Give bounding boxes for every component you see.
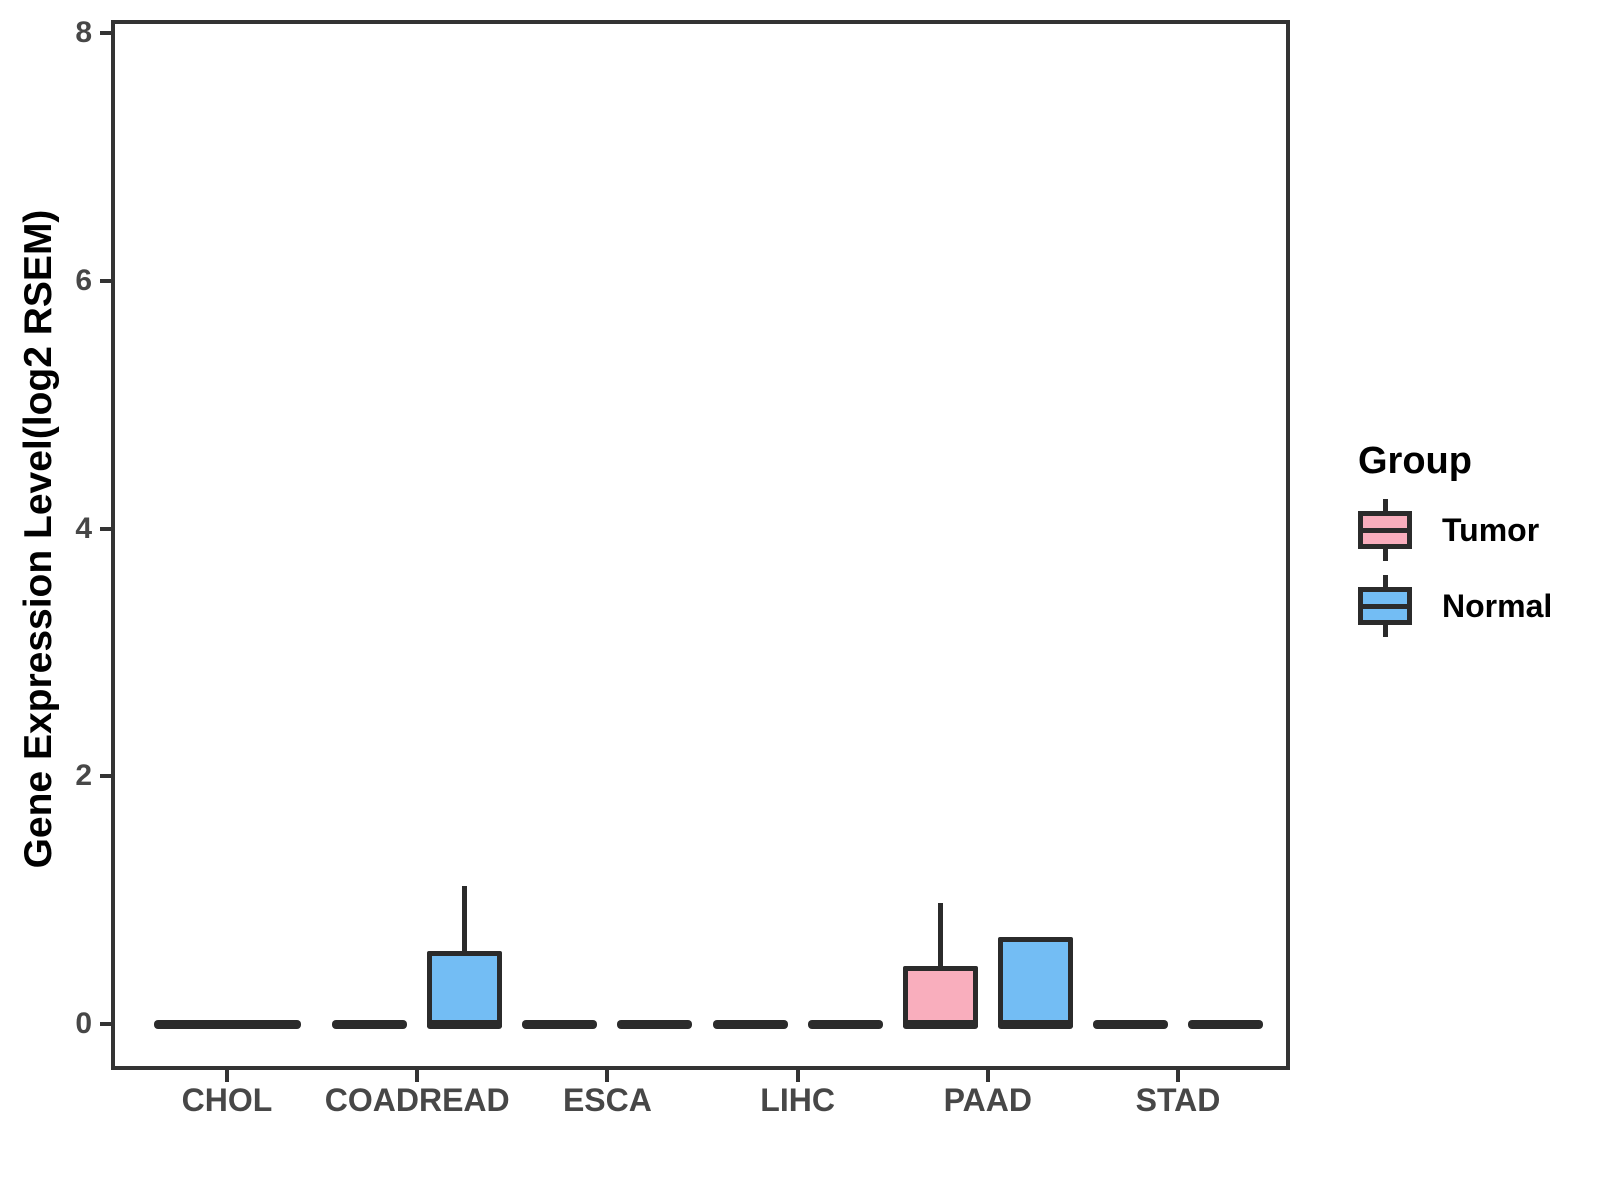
x-tick-label-PAAD: PAAD xyxy=(943,1082,1032,1118)
legend: Group Tumor Normal xyxy=(1358,440,1552,651)
y-tick-label-6: 6 xyxy=(75,263,92,297)
box-LIHC-Tumor xyxy=(712,1019,788,1029)
legend-title: Group xyxy=(1358,440,1472,482)
y-tick-4 xyxy=(100,526,111,531)
x-tick-PAAD xyxy=(985,1070,990,1082)
box-PAAD-Tumor-whisker xyxy=(937,902,943,971)
box-COADREAD-Normal-whisker xyxy=(462,886,468,956)
y-tick-label-4: 4 xyxy=(75,511,92,545)
box-CHOL-Tumor xyxy=(153,1019,301,1029)
box-PAAD-Tumor-median xyxy=(902,1019,978,1029)
x-tick-STAD xyxy=(1176,1070,1180,1082)
legend-entry-normal: Normal xyxy=(1358,575,1552,637)
y-tick-label-8: 8 xyxy=(75,16,92,49)
x-tick-LIHC xyxy=(795,1070,800,1082)
box-STAD-Tumor xyxy=(1093,1019,1168,1029)
box-STAD-Normal xyxy=(1188,1019,1263,1029)
legend-boxplot-glyph-normal xyxy=(1358,575,1412,637)
x-tick-ESCA xyxy=(605,1070,610,1082)
y-tick-label-0: 0 xyxy=(75,1007,92,1040)
legend-glyph-median xyxy=(1358,528,1412,533)
box-ESCA-Tumor xyxy=(522,1019,598,1029)
x-tick-label-COADREAD: COADREAD xyxy=(324,1082,510,1118)
x-tick-label-ESCA: ESCA xyxy=(562,1082,652,1118)
legend-boxplot-glyph-tumor xyxy=(1358,499,1412,561)
y-tick-label-2: 2 xyxy=(75,759,92,793)
legend-glyph-median xyxy=(1358,604,1412,609)
box-PAAD-Normal xyxy=(997,936,1073,1029)
x-tick-label-LIHC: LIHC xyxy=(760,1082,835,1118)
legend-entry-tumor: Tumor xyxy=(1358,499,1552,561)
y-tick-2 xyxy=(100,774,111,779)
x-tick-COADREAD xyxy=(415,1070,420,1082)
y-tick-0 xyxy=(100,1022,111,1026)
box-COADREAD-Normal-median xyxy=(427,1019,503,1029)
y-tick-8 xyxy=(100,31,111,35)
y-tick-6 xyxy=(100,278,111,283)
box-PAAD-Normal-median xyxy=(997,1019,1073,1029)
box-ESCA-Normal xyxy=(617,1019,693,1029)
legend-label-normal: Normal xyxy=(1442,587,1553,624)
x-tick-label-STAD: STAD xyxy=(1135,1082,1221,1118)
plot-panel xyxy=(111,20,1290,1070)
box-LIHC-Normal xyxy=(807,1019,883,1029)
x-tick-CHOL xyxy=(225,1070,229,1082)
box-COADREAD-Normal xyxy=(427,951,503,1029)
legend-label-tumor: Tumor xyxy=(1442,511,1540,548)
box-COADREAD-Tumor xyxy=(332,1019,408,1029)
x-tick-label-CHOL: CHOL xyxy=(181,1082,273,1118)
